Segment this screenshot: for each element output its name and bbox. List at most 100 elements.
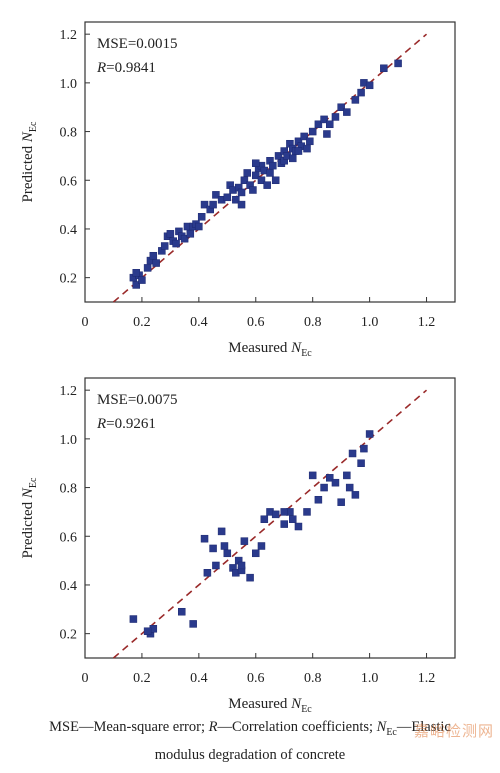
data-point xyxy=(314,495,323,504)
x-tick-label: 1.0 xyxy=(361,315,379,330)
data-point xyxy=(337,103,345,111)
x-tick-label: 1.2 xyxy=(418,315,436,330)
y-tick-label: 0.8 xyxy=(60,482,78,497)
y-tick-label: 1.0 xyxy=(60,77,78,92)
data-point xyxy=(152,259,160,267)
data-point xyxy=(252,171,260,180)
data-point xyxy=(223,193,232,202)
data-point xyxy=(240,537,249,545)
data-point xyxy=(345,483,354,492)
scatter-chart-2: 0 0.2 0.4 0.6 0.8 1.0 1.2 0.2 0.4 0.6 0.8 1.0 1.2 MSE… xyxy=(20,377,456,715)
data-point xyxy=(237,200,246,209)
data-point xyxy=(212,561,220,570)
data-point xyxy=(357,88,365,97)
data-point xyxy=(351,491,360,499)
x-tick-label: 0.6 xyxy=(247,315,265,330)
x-tick-label: 0.2 xyxy=(133,671,151,686)
x-tick-label: 0.8 xyxy=(304,671,322,686)
data-point xyxy=(365,430,374,438)
data-point xyxy=(237,561,246,570)
data-point xyxy=(326,120,334,129)
data-point xyxy=(300,132,308,141)
data-point xyxy=(138,276,146,284)
scatter-chart-1: 0 0.2 0.4 0.6 0.8 1.0 1.2 0.2 0.4 0.6 0.8 1.0 1.2 MSE… xyxy=(20,21,456,359)
y-axis-label: Predicted NEc xyxy=(20,477,39,559)
y-tick-label: 0.2 xyxy=(60,272,78,287)
data-point xyxy=(348,449,357,458)
y-tick-label: 0.8 xyxy=(60,126,78,141)
data-point xyxy=(294,147,303,155)
x-tick-label: 0 xyxy=(82,671,89,686)
data-point xyxy=(303,144,311,153)
data-point xyxy=(337,498,345,506)
data-point xyxy=(269,161,277,170)
data-point xyxy=(143,264,152,272)
caption-part-2: —Correlation coefficients; xyxy=(217,719,377,735)
data-point xyxy=(263,181,271,189)
data-point xyxy=(331,113,340,121)
data-point xyxy=(178,607,186,616)
data-point xyxy=(246,573,254,582)
data-point xyxy=(326,474,334,482)
x-tick-label: 0.6 xyxy=(247,671,265,686)
y-tick-label: 0.6 xyxy=(60,530,78,545)
data-point xyxy=(308,127,317,136)
data-point xyxy=(323,130,331,138)
data-point xyxy=(160,242,169,250)
data-point xyxy=(314,120,323,129)
y-tick-label: 1.2 xyxy=(60,28,78,43)
data-point xyxy=(166,230,175,238)
data-point xyxy=(149,251,158,260)
caption-part-3: —Elastic xyxy=(396,719,451,735)
data-point xyxy=(197,213,206,221)
figure-caption: MSE—Mean-square error; R—Correlation coe… xyxy=(0,716,500,766)
data-point xyxy=(280,520,288,528)
data-point xyxy=(357,459,365,467)
data-point xyxy=(343,471,351,480)
y-axis-label: Predicted NEc xyxy=(20,121,39,203)
data-point xyxy=(180,234,189,243)
plot-frame xyxy=(84,21,456,303)
data-point xyxy=(223,549,232,558)
data-point xyxy=(186,230,195,238)
data-point xyxy=(320,483,328,492)
data-point xyxy=(249,186,257,194)
plot-frame xyxy=(84,377,456,659)
x-axis-label: Measured NEc xyxy=(228,340,312,359)
data-point xyxy=(252,549,260,558)
data-point xyxy=(217,527,226,536)
data-point xyxy=(343,108,351,116)
data-point xyxy=(209,544,217,553)
y-tick-label: 0.2 xyxy=(60,628,78,643)
data-point xyxy=(308,471,317,480)
data-point xyxy=(143,627,152,635)
x-tick-label: 1.2 xyxy=(418,671,436,686)
data-point xyxy=(306,137,314,146)
data-point xyxy=(351,96,360,104)
data-point xyxy=(237,188,246,197)
data-point xyxy=(289,515,297,523)
caption-line-2: modulus degradation of concrete xyxy=(154,746,346,763)
data-point xyxy=(320,115,328,124)
caption-part-1: MSE—Mean-square error; xyxy=(49,719,209,735)
y-tick-label: 1.0 xyxy=(60,433,78,448)
data-point xyxy=(257,542,266,550)
x-tick-label: 1.0 xyxy=(361,671,379,686)
annotation-r: R=0.9261 xyxy=(96,416,156,432)
data-point xyxy=(203,569,212,577)
x-tick-label: 0.4 xyxy=(190,671,208,686)
fit-line xyxy=(112,389,428,659)
data-point xyxy=(360,444,368,453)
y-tick-label: 0.4 xyxy=(60,579,78,594)
data-point xyxy=(209,200,217,209)
x-tick-label: 0 xyxy=(82,315,89,330)
data-point xyxy=(274,152,283,160)
data-point xyxy=(132,281,140,289)
data-point xyxy=(212,191,220,199)
data-point xyxy=(303,508,311,516)
caption-n-symbol: N xyxy=(376,719,387,735)
y-tick-label: 0.4 xyxy=(60,223,78,238)
x-axis-label: Measured NEc xyxy=(228,696,312,715)
data-point xyxy=(271,510,280,519)
data-point xyxy=(172,239,180,248)
